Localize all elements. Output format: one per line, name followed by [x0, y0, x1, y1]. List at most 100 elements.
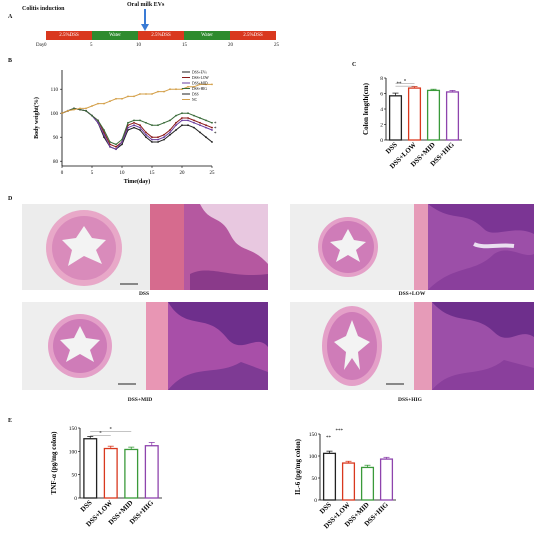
- data-point: [91, 105, 93, 107]
- data-point: [115, 97, 117, 100]
- data-point: [163, 138, 165, 141]
- significance-mark: *: [214, 127, 217, 132]
- data-point: [169, 131, 171, 134]
- significance-mark: *: [214, 122, 217, 127]
- data-point: [205, 83, 207, 86]
- y-tick-label: 100: [309, 454, 318, 460]
- data-point: [139, 93, 141, 95]
- panel-letter-e: E: [8, 418, 13, 424]
- histology-hig-overview: [290, 302, 414, 390]
- data-point: [91, 114, 93, 117]
- histology-caption-dss: DSS: [138, 291, 150, 297]
- data-point: [187, 112, 189, 115]
- data-point: [169, 119, 171, 122]
- y-tick-label: 0: [314, 498, 317, 504]
- y-tick-label: 6: [380, 92, 383, 98]
- data-point: [199, 131, 201, 134]
- bar: [144, 445, 159, 499]
- data-point: [121, 97, 123, 100]
- histology-dss-zoom: [150, 204, 268, 290]
- histology-low-zoom: [414, 204, 534, 290]
- data-point: [211, 129, 213, 131]
- y-tick-label: 80: [53, 160, 59, 165]
- data-point: [163, 90, 165, 93]
- data-point: [157, 124, 159, 127]
- y-axis-label: IL-6 (pg/mg colon): [294, 438, 302, 495]
- data-point: [205, 126, 207, 129]
- y-tick-label: 2: [380, 123, 383, 129]
- timeline-tick: 20: [228, 43, 233, 48]
- timeline-segment: Water: [184, 31, 230, 40]
- significance-mark: *: [404, 79, 407, 84]
- significance-mark: *: [99, 431, 102, 436]
- x-tick-label: 5: [91, 171, 94, 176]
- legend-label: DSS+EVs: [192, 71, 207, 75]
- data-point: [193, 126, 195, 129]
- data-point: [175, 121, 177, 124]
- data-point: [163, 121, 165, 124]
- y-axis-label: Body weight(%): [33, 97, 40, 139]
- timeline-day-label: Day: [36, 43, 45, 48]
- y-tick-label: 0: [380, 138, 383, 144]
- bar: [445, 91, 460, 141]
- y-tick-label: 50: [72, 473, 78, 479]
- histology-caption-mid: DSS+MID: [127, 397, 153, 403]
- x-tick-label: 15: [150, 171, 156, 176]
- legend-label: NC: [192, 98, 198, 102]
- panel-letter-c: C: [352, 62, 357, 68]
- data-point: [133, 95, 135, 98]
- data-point: [121, 138, 123, 141]
- significance-mark: *: [110, 428, 113, 433]
- data-point: [103, 133, 105, 136]
- y-axis-label: TNF-α (pg/mg colon): [50, 431, 58, 495]
- data-point: [97, 102, 99, 105]
- category-label: DSS: [384, 141, 399, 156]
- data-point: [199, 83, 201, 86]
- ev-label: Oral milk EVs: [127, 2, 165, 8]
- data-point: [193, 85, 195, 88]
- data-point: [151, 138, 153, 141]
- legend-label: DSS+HIG: [192, 87, 207, 91]
- data-point: [169, 88, 171, 91]
- data-point: [133, 119, 135, 122]
- panel-letter-d: D: [8, 196, 13, 202]
- timeline-tick: 15: [182, 43, 187, 48]
- data-point: [145, 133, 147, 136]
- data-point: [169, 129, 171, 131]
- timeline-tick: 0: [44, 43, 47, 48]
- data-point: [199, 117, 201, 119]
- data-point: [121, 141, 123, 143]
- data-point: [199, 121, 201, 124]
- data-point: [157, 90, 159, 93]
- data-point: [133, 126, 135, 129]
- data-point: [187, 119, 189, 122]
- data-point: [103, 129, 105, 131]
- series-line: [61, 107, 213, 145]
- y-tick-label: 100: [69, 449, 78, 455]
- y-tick-label: 150: [309, 432, 318, 438]
- bar: [322, 452, 337, 501]
- data-point: [109, 100, 111, 103]
- y-axis-label: Colon length(cm): [362, 82, 370, 135]
- data-point: [175, 114, 177, 117]
- data-point: [187, 124, 189, 127]
- legend-label: DSS+MID: [192, 82, 208, 86]
- data-point: [187, 85, 189, 88]
- data-point: [79, 107, 81, 110]
- data-point: [61, 112, 63, 115]
- data-point: [211, 126, 213, 129]
- data-point: [181, 119, 183, 122]
- data-point: [151, 124, 153, 127]
- y-tick-label: 150: [69, 426, 78, 432]
- data-point: [133, 124, 135, 127]
- data-point: [157, 141, 159, 143]
- x-tick-label: 10: [120, 171, 126, 176]
- x-tick-label: 25: [210, 171, 216, 176]
- y-tick-label: 50: [312, 476, 318, 482]
- bar: [388, 95, 403, 141]
- y-tick-label: 8: [380, 76, 383, 82]
- data-point: [181, 112, 183, 115]
- histology-hig-zoom: [414, 302, 534, 390]
